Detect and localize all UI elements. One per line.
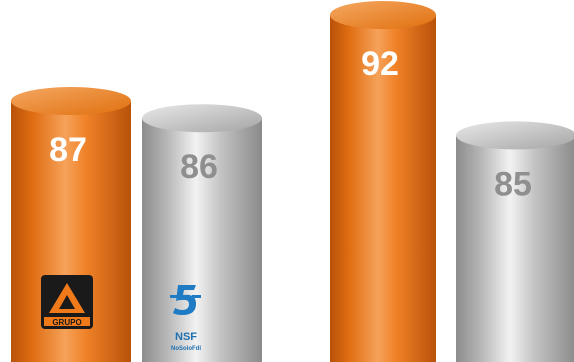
- bar-body-g1-s2: [142, 118, 262, 362]
- bar-top-g2-s2: [456, 121, 574, 150]
- logo-nsf-text: NSF: [175, 331, 197, 343]
- data-label-g2-s1: 92: [361, 45, 399, 83]
- logo-group-text: GRUPO: [52, 318, 81, 327]
- bar-top-g1-s1: [11, 87, 131, 115]
- logo-nsf-subtext: NoSoloFdl: [171, 346, 201, 352]
- bar-body-g2-s1: [330, 15, 436, 362]
- bar-top-g1-s2: [142, 104, 262, 133]
- bar-body-g2-s2: [456, 135, 574, 362]
- antena3-logo-icon: GRUPO: [41, 275, 93, 329]
- data-label-g1-s1: 87: [49, 131, 87, 169]
- data-label-g1-s2: 86: [180, 148, 218, 186]
- bar-top-g2-s1: [330, 1, 436, 29]
- telecinco-5-logo-icon: [170, 285, 201, 315]
- data-label-g2-s2: 85: [494, 165, 532, 203]
